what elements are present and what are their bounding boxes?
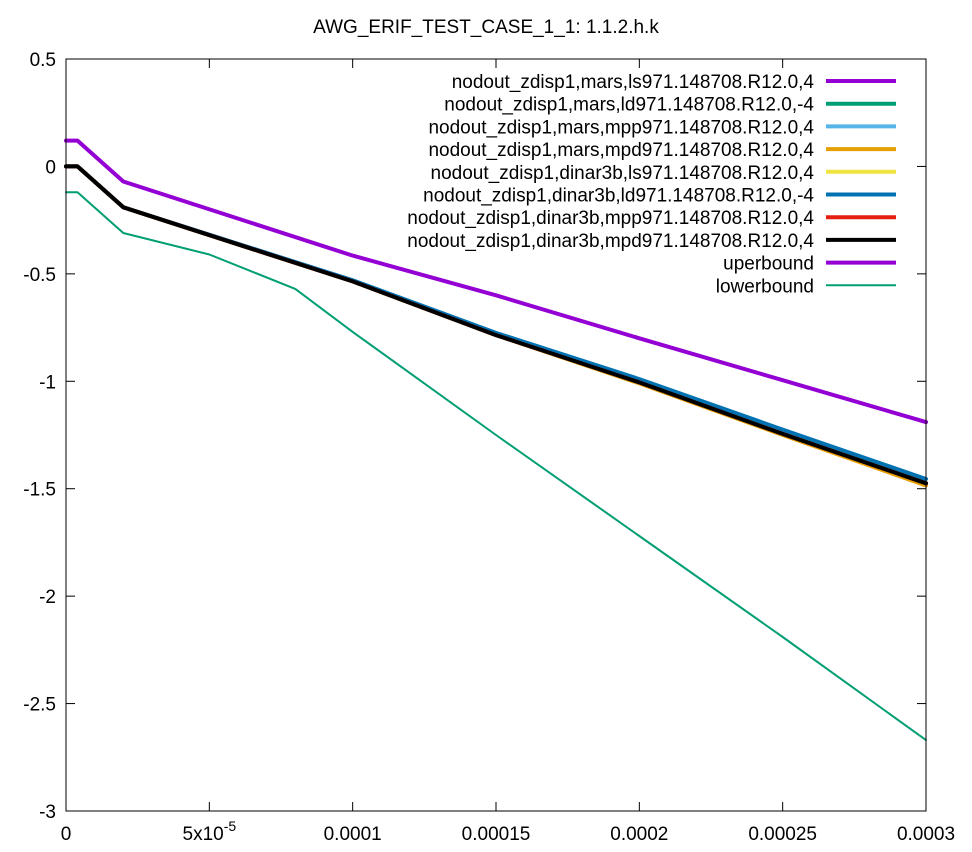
legend-label: nodout_zdisp1,mars,mpp971.148708.R12.0,4 [428,117,814,138]
axis-ticks: 0.50-0.5-1-1.5-2-2.5-30 5x10-5 0.0001 0.000… [23,50,955,845]
x-tick-label: 0.0001 [324,824,382,845]
x-tick-label-text: 0.00025 [748,824,817,845]
y-tick-label: -2.5 [23,695,56,716]
x-tick-label: 0.00015 [462,824,531,845]
chart-title: AWG_ERIF_TEST_CASE_1_1: 1.1.2.h.k [313,17,659,38]
x-tick-label: 0 [61,824,72,845]
series-line-10 [65,191,927,742]
legend-label: nodout_zdisp1,dinar3b,mpd971.148708.R12.… [407,231,814,252]
y-tick-label: -3 [39,802,56,823]
y-tick-label: -1 [39,372,56,393]
y-tick-label: 0 [45,157,56,178]
x-tick-label-text: 0.0002 [610,824,668,845]
legend-label: lowerbound [716,276,814,297]
x-tick-label-text: 0.0003 [897,824,955,845]
y-tick-label: 0.5 [30,50,56,71]
x-tick-label-text: 0 [61,824,72,845]
x-tick-label: 5x10-5 [183,818,237,845]
legend-label: nodout_zdisp1,mars,mpd971.148708.R12.0,4 [428,140,814,161]
x-tick-label-text: 0.0001 [324,824,382,845]
x-tick-label-text: 0.00015 [462,824,531,845]
x-tick-label-exponent: -5 [224,818,237,834]
legend-label: nodout_zdisp1,mars,ls971.148708.R12.0,4 [452,72,815,93]
series-line-9 [64,138,928,425]
legend-label: nodout_zdisp1,dinar3b,ld971.148708.R12.0… [423,186,814,207]
series-line-8 [64,164,928,486]
legend: nodout_zdisp1,mars,ls971.148708.R12.0,4n… [407,72,896,297]
x-tick-label: 0.0003 [897,824,955,845]
x-tick-label-text: 5x10 [183,824,224,845]
y-tick-label: -2 [39,587,56,608]
legend-label: nodout_zdisp1,dinar3b,mpp971.148708.R12.… [407,208,814,229]
legend-label: nodout_zdisp1,dinar3b,ls971.148708.R12.0… [431,163,815,184]
legend-label: uperbound [723,254,814,275]
y-tick-label: -0.5 [23,265,56,286]
legend-label: nodout_zdisp1,mars,ld971.148708.R12.0,-4 [444,95,814,116]
x-tick-label: 0.0002 [610,824,668,845]
y-tick-label: -1.5 [23,480,56,501]
x-tick-label: 0.00025 [748,824,817,845]
plot-lines [64,138,928,742]
